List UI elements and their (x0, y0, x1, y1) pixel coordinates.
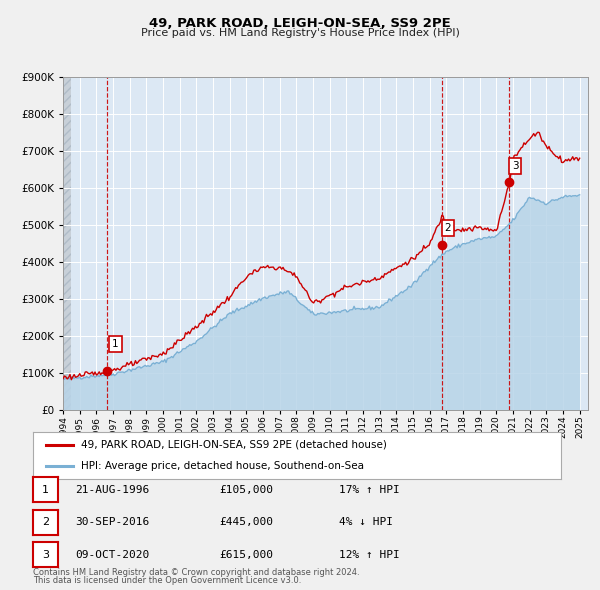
Text: This data is licensed under the Open Government Licence v3.0.: This data is licensed under the Open Gov… (33, 576, 301, 585)
Text: 49, PARK ROAD, LEIGH-ON-SEA, SS9 2PE: 49, PARK ROAD, LEIGH-ON-SEA, SS9 2PE (149, 17, 451, 30)
Text: 1: 1 (112, 339, 119, 349)
Text: 2: 2 (42, 517, 49, 527)
Text: 3: 3 (512, 161, 518, 171)
Text: 30-SEP-2016: 30-SEP-2016 (75, 517, 149, 527)
Text: 1: 1 (42, 485, 49, 494)
Text: 3: 3 (42, 550, 49, 559)
Text: 2: 2 (445, 224, 451, 234)
Text: 21-AUG-1996: 21-AUG-1996 (75, 485, 149, 494)
Text: £105,000: £105,000 (219, 485, 273, 494)
Text: Contains HM Land Registry data © Crown copyright and database right 2024.: Contains HM Land Registry data © Crown c… (33, 568, 359, 577)
Text: 12% ↑ HPI: 12% ↑ HPI (339, 550, 400, 559)
Text: 4% ↓ HPI: 4% ↓ HPI (339, 517, 393, 527)
Bar (63, 77, 71, 410)
Text: £445,000: £445,000 (219, 517, 273, 527)
Text: 17% ↑ HPI: 17% ↑ HPI (339, 485, 400, 494)
Text: 49, PARK ROAD, LEIGH-ON-SEA, SS9 2PE (detached house): 49, PARK ROAD, LEIGH-ON-SEA, SS9 2PE (de… (80, 440, 386, 450)
Text: 09-OCT-2020: 09-OCT-2020 (75, 550, 149, 559)
Text: Price paid vs. HM Land Registry's House Price Index (HPI): Price paid vs. HM Land Registry's House … (140, 28, 460, 38)
Text: £615,000: £615,000 (219, 550, 273, 559)
Text: HPI: Average price, detached house, Southend-on-Sea: HPI: Average price, detached house, Sout… (80, 461, 364, 471)
